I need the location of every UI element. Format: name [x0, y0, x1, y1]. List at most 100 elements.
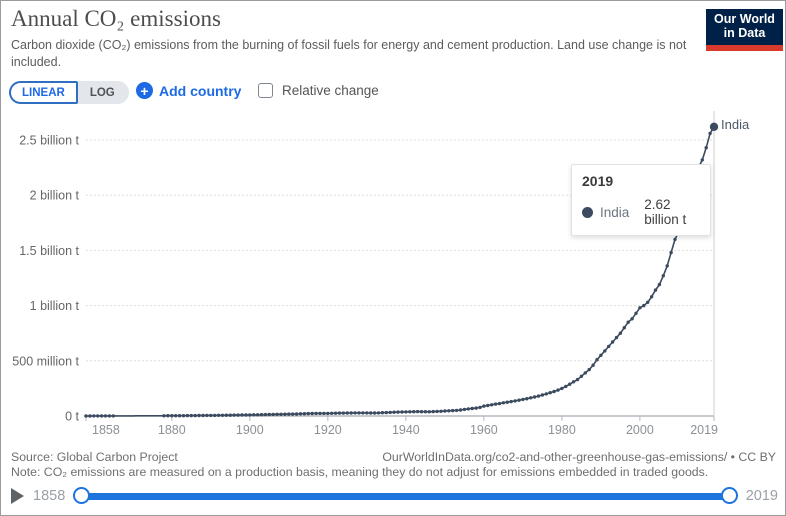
data-point — [583, 371, 587, 375]
emissions-line-chart[interactable]: 0 t 500 million t 1 billion t 1.5 billion t… — [1, 1, 786, 446]
play-icon[interactable] — [11, 488, 24, 504]
data-point — [665, 264, 669, 268]
data-point — [349, 411, 353, 415]
tooltip-series-name: India — [600, 204, 630, 220]
data-point — [310, 411, 314, 416]
data-point — [216, 413, 221, 417]
data-point — [392, 410, 396, 414]
data-point — [103, 414, 108, 418]
timeline-slider: 1858 2019 — [11, 484, 778, 508]
data-point — [170, 414, 174, 418]
data-point — [614, 335, 619, 340]
data-point — [232, 413, 236, 417]
data-point — [404, 410, 408, 414]
data-point — [630, 317, 634, 321]
owid-logo[interactable]: Our World in Data — [706, 9, 783, 51]
y-tick-label: 1 billion t — [30, 299, 80, 313]
data-point — [306, 411, 310, 416]
data-point — [205, 413, 209, 418]
data-point — [657, 282, 662, 287]
data-point — [224, 413, 229, 417]
data-point — [642, 303, 646, 308]
data-point — [181, 414, 186, 418]
data-point — [185, 413, 190, 418]
data-point — [240, 413, 244, 417]
data-point — [162, 414, 166, 418]
data-point — [400, 410, 404, 414]
data-point — [372, 411, 377, 415]
timeline-end-handle[interactable] — [720, 487, 738, 504]
data-point — [568, 382, 572, 386]
data-point — [380, 411, 385, 415]
log-scale-button[interactable]: LOG — [77, 81, 129, 104]
data-point — [361, 411, 365, 415]
data-point — [396, 410, 400, 414]
add-country-label: Add country — [159, 82, 242, 99]
data-point — [599, 353, 603, 357]
data-point — [388, 410, 392, 415]
data-point — [505, 400, 509, 404]
data-point — [357, 411, 361, 415]
data-point — [353, 411, 357, 415]
data-point — [267, 412, 271, 417]
data-point — [587, 367, 591, 372]
timeline-end-year: 2019 — [745, 488, 778, 504]
timeline-track-wrap — [73, 487, 738, 505]
data-point — [427, 410, 431, 414]
data-point — [174, 414, 178, 418]
data-point — [84, 414, 88, 418]
data-point — [415, 409, 420, 414]
note-text: Note: CO₂ emissions are measured on a pr… — [11, 465, 709, 479]
page-title: Annual CO₂ emissions — [11, 6, 221, 31]
data-point — [318, 411, 322, 416]
y-tick-label: 0 t — [65, 410, 79, 424]
data-point — [618, 331, 623, 335]
data-point — [248, 413, 252, 417]
series-end-label[interactable]: India — [721, 117, 750, 132]
data-point — [575, 377, 580, 382]
data-point — [298, 412, 303, 416]
owid-logo-line2: in Data — [723, 26, 766, 40]
timeline-start-handle[interactable] — [73, 487, 91, 504]
linear-scale-button[interactable]: LINEAR — [9, 81, 78, 104]
data-point — [326, 411, 330, 416]
y-tick-label: 500 million t — [12, 354, 79, 368]
relative-change-checkbox[interactable] — [258, 83, 273, 98]
y-tick-label: 2 billion t — [30, 189, 80, 203]
x-tick-label: 1960 — [470, 423, 498, 437]
data-point — [497, 401, 502, 406]
data-point — [333, 411, 338, 415]
timeline-start-year: 1858 — [33, 488, 66, 504]
add-country-button[interactable]: + Add country — [136, 82, 241, 99]
data-point — [661, 274, 665, 278]
data-point — [283, 412, 287, 416]
india-end-point[interactable] — [709, 122, 719, 131]
data-point — [521, 397, 525, 402]
source-text: Source: Global Carbon Project — [11, 450, 178, 464]
data-point — [443, 409, 447, 413]
license-link[interactable]: OurWorldInData.org/co2-and-other-greenho… — [382, 450, 776, 464]
x-tick-label: 2019 — [690, 423, 718, 437]
data-point — [201, 413, 205, 418]
data-point — [236, 413, 240, 417]
y-tick-label: 2.5 billion t — [19, 134, 79, 148]
data-point — [509, 399, 513, 404]
data-point — [517, 398, 521, 402]
data-point — [166, 414, 170, 418]
data-point — [337, 411, 342, 415]
timeline-track[interactable] — [81, 492, 730, 500]
x-tick-label: 1880 — [158, 423, 186, 437]
data-point — [704, 146, 708, 150]
data-point — [314, 411, 318, 416]
data-point — [490, 403, 494, 407]
data-point — [341, 411, 346, 415]
series-color-dot — [582, 206, 593, 218]
data-point — [669, 250, 673, 255]
data-point — [412, 410, 416, 414]
data-point — [638, 306, 642, 310]
x-tick-label: 1920 — [314, 423, 342, 437]
tooltip-row: India 2.62 billion t — [582, 197, 700, 227]
data-point — [96, 414, 100, 418]
data-point — [673, 237, 677, 242]
data-point — [478, 405, 482, 410]
